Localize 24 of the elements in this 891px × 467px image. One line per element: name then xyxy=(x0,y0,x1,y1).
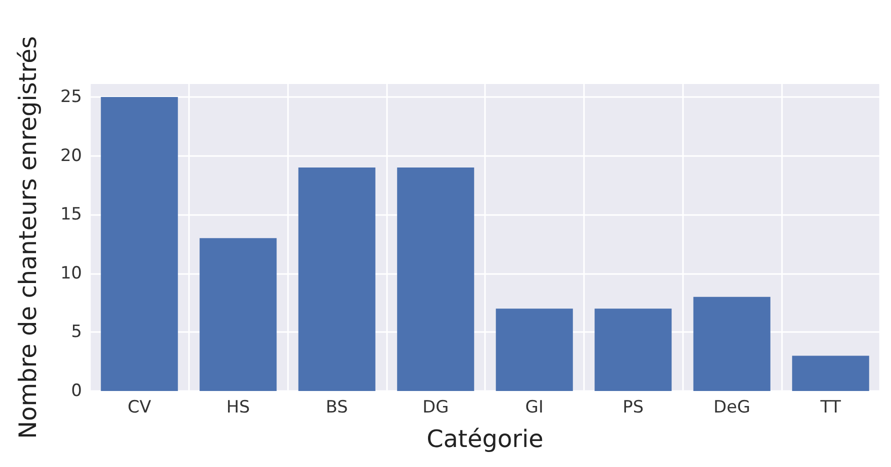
y-tick-label: 20 xyxy=(60,146,82,166)
y-tick-label: 0 xyxy=(71,381,82,401)
bar xyxy=(397,168,474,391)
bar xyxy=(594,308,672,391)
y-tick-label: 15 xyxy=(60,204,82,225)
bar xyxy=(200,238,277,391)
y-tick-label: 5 xyxy=(71,322,82,342)
x-tick-label: GI xyxy=(525,398,544,418)
y-axis-title: Nombre de chanteurs enregistrés xyxy=(14,36,42,439)
x-tick-label: BS xyxy=(326,398,348,418)
x-tick-label: TT xyxy=(819,398,842,418)
x-axis-title: Catégorie xyxy=(426,425,544,453)
x-tick-label: DeG xyxy=(714,398,750,418)
bar xyxy=(100,96,178,391)
bar xyxy=(496,308,573,391)
x-tick-label: DG xyxy=(422,398,449,418)
bar xyxy=(298,168,376,391)
y-tick-label: 25 xyxy=(60,86,82,107)
x-tick-label: CV xyxy=(128,398,152,418)
x-tick-label: HS xyxy=(226,398,250,418)
y-tick-label: 10 xyxy=(60,263,82,284)
bar xyxy=(693,296,770,391)
bar xyxy=(792,356,870,391)
x-tick-label: PS xyxy=(622,398,644,418)
